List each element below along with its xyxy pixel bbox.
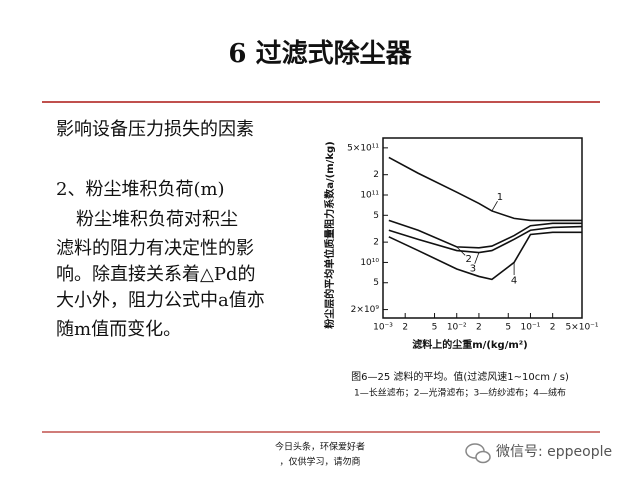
x-tick-label: 5 bbox=[432, 323, 438, 333]
leader-line bbox=[474, 252, 480, 264]
x-tick-label: 5 bbox=[505, 323, 511, 333]
subheading: 2、粉尘堆积负荷(m) bbox=[56, 179, 225, 200]
x-tick-label: 5×10⁻¹ bbox=[565, 323, 598, 333]
body-line: 随m值而变化。 bbox=[56, 319, 181, 340]
body-line: 大小外，阻力公式中a值亦 bbox=[56, 290, 265, 311]
wechat-id: 微信号: eppeople bbox=[496, 444, 612, 460]
x-tick-label: 2 bbox=[402, 323, 408, 333]
y-tick-label: 2 bbox=[373, 170, 379, 180]
body-line: 滤料的阻力有决定性的影 bbox=[56, 238, 254, 259]
y-tick-label: 10¹¹ bbox=[360, 190, 379, 200]
x-tick-label: 2 bbox=[550, 323, 556, 333]
series-line bbox=[388, 156, 582, 222]
body-line: 响。除直接关系着△Pd的 bbox=[56, 264, 255, 285]
curve-label: 2 bbox=[466, 254, 472, 265]
series-line bbox=[388, 231, 582, 281]
leader-line bbox=[491, 200, 498, 212]
x-axis-label: 滤料上的尘重m/(kg/m²) bbox=[412, 338, 527, 351]
x-tick-label: 10⁻³ bbox=[373, 323, 393, 333]
y-tick-label: 2×10⁹ bbox=[351, 305, 380, 315]
curve-label: 1 bbox=[497, 192, 503, 203]
x-tick-label: 10⁻¹ bbox=[521, 323, 541, 333]
series-line bbox=[388, 219, 582, 249]
footer-text: 今日头条，环保爱好者 bbox=[275, 441, 365, 453]
caption: 图6—25 滤料的平均。值(过滤风速1~10cm / s) bbox=[351, 370, 569, 383]
caption-legend: 1—长丝滤布；2—光滑滤布；3—纺纱滤布；4—绒布 bbox=[354, 387, 566, 399]
x-tick-label: 2 bbox=[476, 323, 482, 333]
y-tick-label: 5 bbox=[373, 278, 379, 288]
slide-title: 6 过滤式除尘器 bbox=[228, 38, 412, 69]
y-tick-label: 5 bbox=[373, 211, 379, 221]
curve-label: 3 bbox=[470, 264, 476, 275]
y-tick-label: 2 bbox=[373, 238, 379, 248]
x-tick-label: 10⁻² bbox=[447, 323, 467, 333]
series-line bbox=[388, 225, 583, 254]
y-tick-label: 10¹⁰ bbox=[360, 258, 379, 268]
wechat-icon bbox=[465, 443, 491, 464]
body-line: 粉尘堆积负荷对积尘 bbox=[76, 209, 238, 230]
y-tick-label: 5×10¹¹ bbox=[347, 143, 379, 153]
curve-label: 4 bbox=[511, 275, 517, 286]
plot-frame bbox=[382, 137, 583, 319]
heading: 影响设备压力损失的因素 bbox=[56, 119, 254, 140]
footer-text: ，仅供学习，请勿商 bbox=[279, 456, 360, 468]
y-axis-label: 粉尘层的平均单位质量阻力系数a/(m/kg) bbox=[323, 141, 336, 328]
